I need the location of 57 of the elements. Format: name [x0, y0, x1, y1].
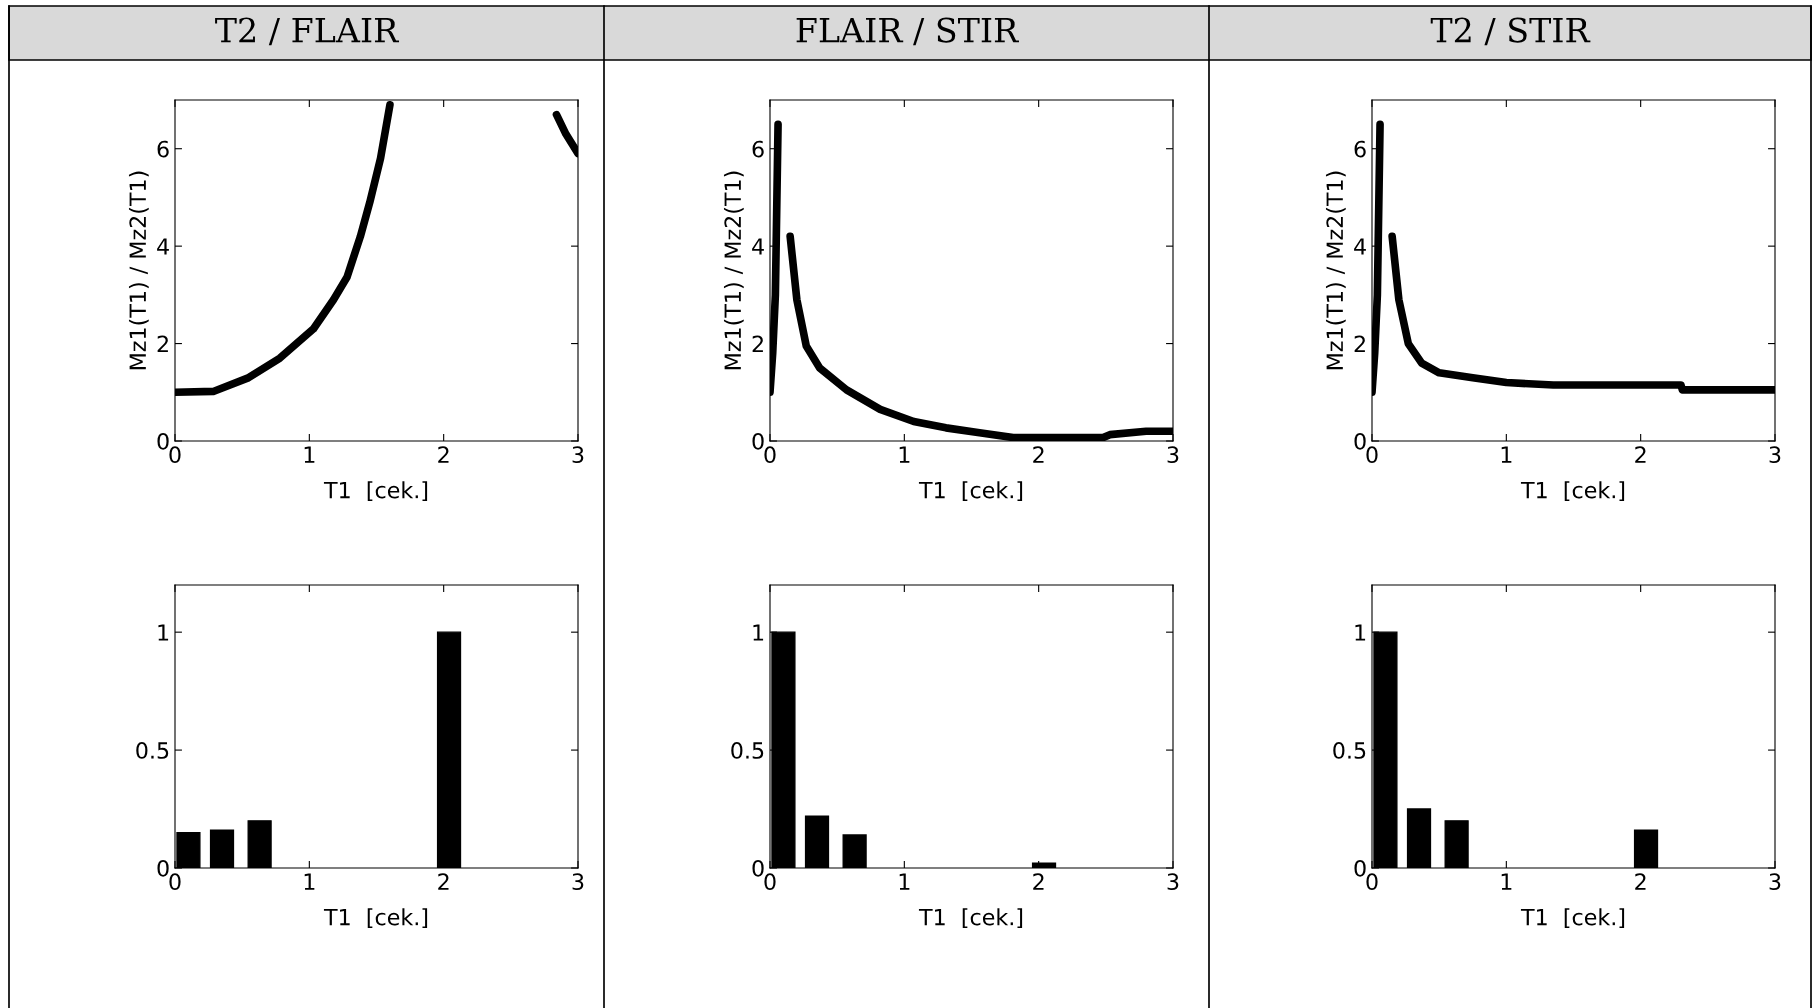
y-tick-label: 0	[1354, 432, 1366, 450]
y-tick-label: 0	[157, 432, 169, 450]
y-tick-label: 4	[157, 238, 169, 255]
y-tick-label: 1	[1355, 624, 1366, 641]
chart-title: FLAIR / STIR	[796, 17, 1019, 46]
x-tick-label: 0	[169, 873, 181, 891]
y-tick-label: 2	[1354, 335, 1365, 353]
x-tick-label: 2	[438, 446, 449, 463]
x-tick-label: 1	[899, 446, 910, 463]
x-tick-label: 3	[1167, 873, 1179, 891]
x-tick-label: 3	[572, 873, 584, 891]
y-tick-label: 4	[752, 238, 764, 255]
x-tick-label: 0	[764, 873, 776, 891]
x-axis-title: T1 [cek.]	[918, 908, 1023, 929]
x-tick-label: 2	[1635, 446, 1646, 463]
y-tick-label: 6	[752, 140, 764, 158]
x-tick-label: 0	[1366, 873, 1378, 891]
x-tick-label: 1	[1501, 873, 1512, 890]
x-tick-label: 3	[572, 446, 584, 464]
y-tick-label: 2	[752, 335, 763, 353]
x-tick-label: 0	[764, 446, 776, 464]
y-tick-label: 2	[157, 335, 168, 353]
x-tick-label: 2	[1033, 446, 1044, 463]
y-tick-label: 6	[1354, 140, 1366, 158]
y-tick-label: 0	[752, 432, 764, 450]
x-tick-label: 3	[1769, 873, 1781, 891]
y-tick-label: 0.5	[731, 742, 764, 759]
y-tick-label: 6	[157, 140, 169, 158]
x-tick-label: 0	[169, 446, 181, 464]
y-tick-label: 0.5	[136, 742, 169, 759]
x-axis-title: T1 [cek.]	[323, 481, 428, 502]
x-axis-title: T1 [cek.]	[1520, 908, 1625, 929]
x-tick-label: 1	[1501, 446, 1512, 463]
y-tick-label: 0	[752, 859, 764, 877]
x-tick-label: 2	[1635, 873, 1646, 890]
x-tick-label: 3	[1769, 446, 1781, 464]
x-axis-title: T1 [cek.]	[1520, 481, 1625, 502]
chart-title: T2 / FLAIR	[215, 17, 400, 46]
y-tick-label: 0.5	[1333, 742, 1366, 759]
y-tick-label: 0	[157, 859, 169, 877]
y-tick-label: 0	[1354, 859, 1366, 877]
y-axis-title: Mz1(T1) / Mz2(T1)	[128, 171, 149, 370]
chart-title: T2 / STIR	[1430, 17, 1591, 46]
x-tick-label: 1	[899, 873, 910, 890]
x-tick-label: 3	[1167, 446, 1179, 464]
x-tick-label: 1	[304, 446, 315, 463]
x-tick-label: 0	[1366, 446, 1378, 464]
x-axis-title: T1 [cek.]	[323, 908, 428, 929]
x-axis-title: T1 [cek.]	[918, 481, 1023, 502]
y-axis-title: Mz1(T1) / Mz2(T1)	[723, 171, 744, 370]
x-tick-label: 2	[438, 873, 449, 890]
y-tick-label: 1	[753, 624, 764, 641]
y-axis-title: Mz1(T1) / Mz2(T1)	[1325, 171, 1346, 370]
x-tick-label: 1	[304, 873, 315, 890]
y-tick-label: 4	[1354, 238, 1366, 255]
y-tick-label: 1	[158, 624, 169, 641]
x-tick-label: 2	[1033, 873, 1044, 890]
